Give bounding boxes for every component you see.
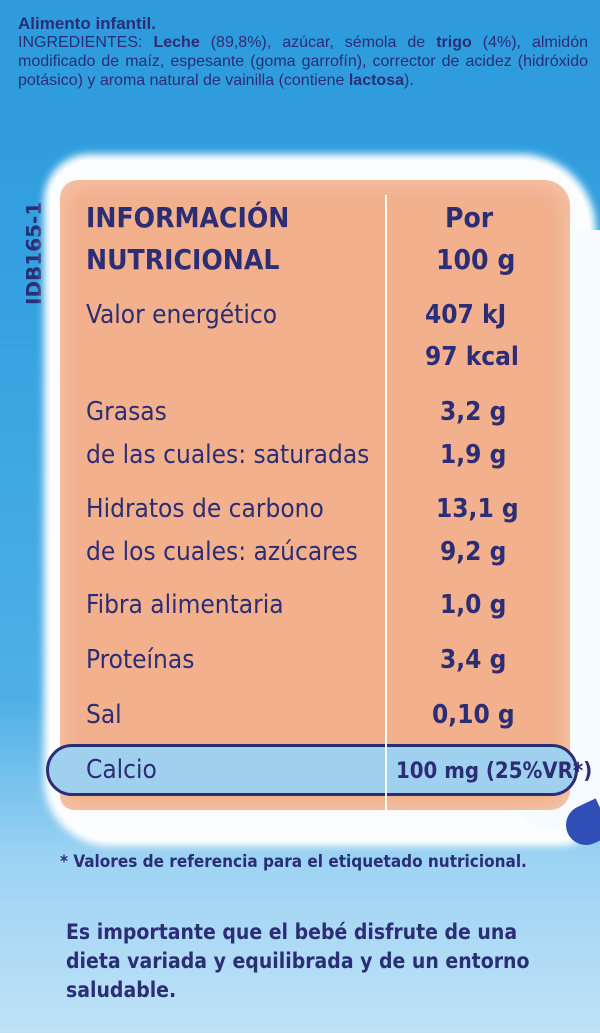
product-code: IDB165-1 [22,201,46,305]
ingredient-milk: Leche [153,34,200,51]
ingredients-text: INGREDIENTES: Leche (89,8%), azúcar, sém… [18,33,588,90]
row-label-sugars: de los cuales: azúcares [86,537,358,567]
row-value-salt: 0,10 g [432,700,515,730]
row-label-saturated: de las cuales: saturadas [86,440,370,470]
row-label-energy: Valor energético [86,300,278,330]
row-value-calcium: 100 mg (25%VR*) [396,759,593,784]
calcium-highlight-band [46,744,578,796]
table-header-amount: 100 g [436,243,516,276]
product-type-title: Alimento infantil. [18,14,156,33]
table-header-title-line1: INFORMACIÓN [86,201,290,234]
ingredients-block: Alimento infantil. INGREDIENTES: Leche (… [18,14,588,90]
row-label-salt: Sal [86,700,122,730]
row-value-fat: 3,2 g [440,397,507,427]
column-divider [385,195,387,813]
ingredients-part: INGREDIENTES: [18,34,154,51]
row-value-protein: 3,4 g [440,645,507,675]
row-label-fat: Grasas [86,397,167,427]
row-label-protein: Proteínas [86,645,195,675]
row-value-energy-kj: 407 kJ [425,300,507,330]
ingredient-wheat: trigo [436,34,472,51]
row-label-calcium: Calcio [86,755,157,785]
row-value-fibre: 1,0 g [440,590,507,620]
row-label-carbs: Hidratos de carbono [86,494,324,524]
table-header-title-line2: NUTRICIONAL [86,243,280,276]
row-value-carbs: 13,1 g [436,494,519,524]
nutrition-panel [60,180,570,810]
row-value-saturated: 1,9 g [440,440,507,470]
reference-footnote: * Valores de referencia para el etiqueta… [60,852,527,872]
ingredients-part: ). [403,72,414,89]
row-label-fibre: Fibra alimentaria [86,590,284,620]
ingredients-part: (89,8%), azúcar, sémola de [199,34,437,51]
table-header-per: Por [445,201,494,234]
ingredients-part: (4%), almidón modificado de maíz, espesa… [18,34,589,89]
row-value-sugars: 9,2 g [440,537,507,567]
ingredient-lactose: lactosa [348,72,404,89]
row-value-energy-kcal: 97 kcal [425,342,519,372]
advice-message: Es importante que el bebé disfrute de un… [66,920,530,1002]
